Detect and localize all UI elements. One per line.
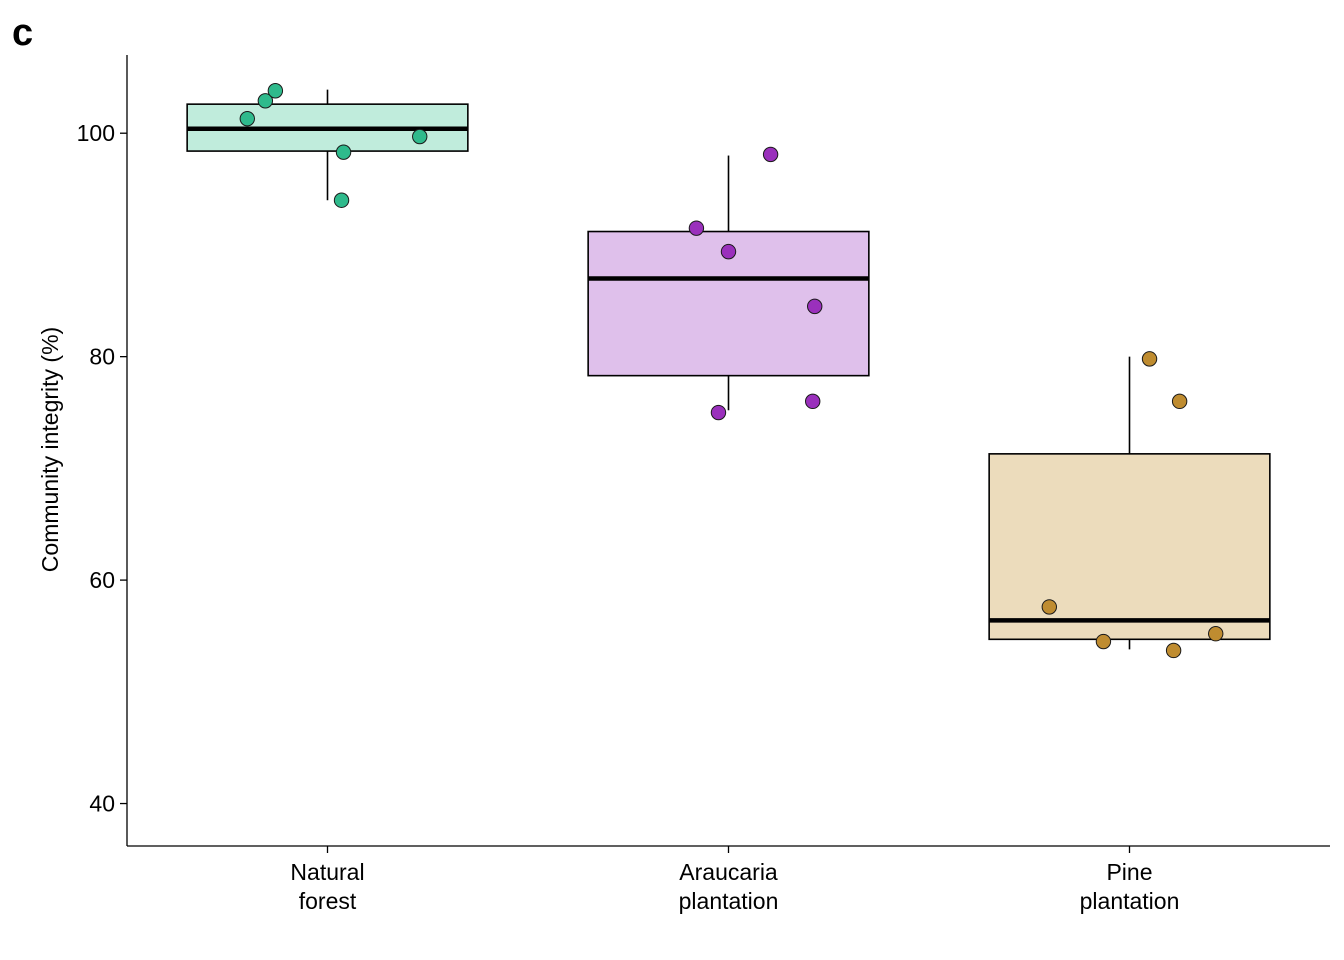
- y-tick-label: 40: [89, 791, 115, 817]
- x-tick-label: Araucaria plantation: [679, 859, 779, 914]
- data-point: [720, 243, 737, 260]
- x-tick-label: Natural forest: [290, 859, 364, 914]
- data-point: [710, 404, 727, 421]
- data-point: [1165, 642, 1182, 659]
- data-points: [239, 83, 1224, 659]
- data-point: [335, 144, 352, 160]
- data-point: [239, 110, 256, 127]
- data-point: [688, 220, 705, 236]
- axis-labels: 40 60 80 100 Community integrity (%) Natural f…: [37, 120, 1179, 914]
- data-point: [333, 192, 350, 208]
- data-point: [1171, 393, 1188, 410]
- x-tick-label: Pine plantation: [1080, 859, 1180, 914]
- panel-label: c: [12, 12, 34, 54]
- data-point: [1141, 351, 1158, 367]
- data-point: [1095, 633, 1112, 650]
- data-point: [267, 83, 284, 99]
- data-point: [805, 393, 821, 410]
- box: [988, 453, 1271, 641]
- data-point: [412, 128, 428, 145]
- y-tick-label: 100: [77, 120, 115, 146]
- data-point: [1208, 626, 1224, 642]
- data-point: [807, 298, 823, 315]
- y-tick-label: 80: [89, 344, 115, 370]
- axes: [120, 55, 1330, 853]
- y-tick-label: 60: [89, 567, 115, 593]
- data-point: [762, 146, 779, 163]
- data-point: [257, 93, 274, 109]
- data-point: [1041, 599, 1058, 615]
- boxes: [186, 89, 1271, 650]
- y-axis-title: Community integrity (%): [37, 327, 63, 572]
